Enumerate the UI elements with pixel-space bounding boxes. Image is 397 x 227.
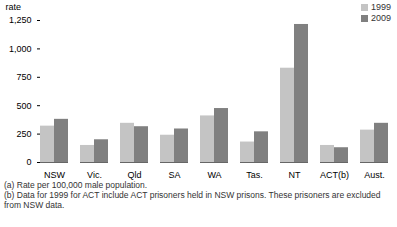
html-text:(b) Data for 1999 for ACT incl: (b) Data for 1999 for ACT include ACT pr…	[4, 190, 381, 210]
svg-text:1,250: 1,250	[9, 15, 32, 25]
svg-text:NSW: NSW	[44, 170, 66, 180]
svg-text:ACT(b): ACT(b)	[320, 170, 349, 180]
html-text:1999: 1999	[371, 2, 391, 12]
svg-text:SA: SA	[168, 170, 180, 180]
html-text:(a) Rate per 100,000 male popu: (a) Rate per 100,000 male population.	[4, 180, 148, 190]
svg-text:Vic.: Vic.	[87, 170, 102, 180]
svg-text:250: 250	[16, 129, 31, 139]
svg-text:Aust.: Aust.	[364, 170, 385, 180]
svg-text:500: 500	[16, 101, 31, 111]
svg-text:Qld: Qld	[127, 170, 141, 180]
svg-text:Tas.: Tas.	[246, 170, 263, 180]
html-text:2009: 2009	[371, 13, 391, 23]
svg-text:0: 0	[26, 157, 31, 167]
svg-text:750: 750	[16, 72, 31, 82]
svg-text:rate: rate	[6, 2, 22, 12]
svg-text:1,000: 1,000	[9, 44, 32, 54]
svg-text:WA: WA	[207, 170, 221, 180]
svg-text:NT: NT	[289, 170, 301, 180]
